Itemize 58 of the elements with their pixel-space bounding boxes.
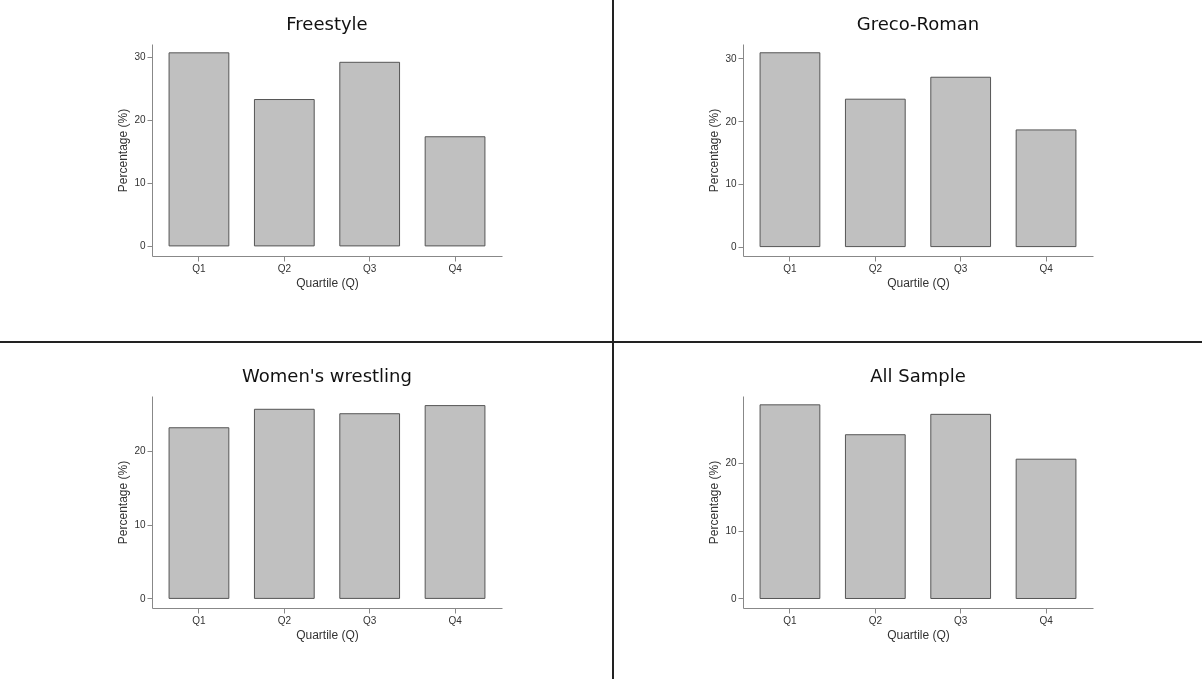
x-axis-title: Quartile (Q) xyxy=(296,275,359,290)
bar xyxy=(339,61,401,247)
y-axis-title: Percentage (%) xyxy=(707,108,722,193)
x-tick-label: Q2 xyxy=(868,614,883,626)
x-tick-label: Q1 xyxy=(783,262,798,274)
y-axis-title: Percentage (%) xyxy=(116,108,131,193)
x-tick-label: Q2 xyxy=(277,262,292,274)
chart-title: All Sample xyxy=(870,365,966,386)
x-tick-label: Q3 xyxy=(954,262,968,274)
x-tick-label: Q3 xyxy=(954,614,968,626)
y-axis-title: Percentage (%) xyxy=(116,460,131,545)
x-tick-label: Q2 xyxy=(277,614,292,626)
bar xyxy=(424,405,486,599)
bar xyxy=(168,52,230,247)
y-tick-label: 10 xyxy=(134,519,146,531)
y-tick-label: 20 xyxy=(725,457,737,469)
y-tick-label: 30 xyxy=(725,52,737,64)
y-tick-label: 0 xyxy=(139,240,146,252)
y-tick-label: 20 xyxy=(134,114,146,126)
y-tick-label: 10 xyxy=(134,177,146,189)
bar xyxy=(168,427,230,599)
y-tick-label: 10 xyxy=(725,525,737,537)
bar xyxy=(759,52,821,248)
y-tick-label: 0 xyxy=(730,592,737,604)
x-tick-label: Q1 xyxy=(783,614,798,626)
x-tick-label: Q4 xyxy=(1039,262,1054,274)
y-tick-label: 20 xyxy=(725,115,737,127)
bar xyxy=(253,408,315,599)
y-tick-label: 0 xyxy=(139,592,146,604)
x-tick-label: Q1 xyxy=(192,614,207,626)
x-tick-label: Q4 xyxy=(448,262,463,274)
bar xyxy=(930,413,992,599)
y-tick-label: 10 xyxy=(725,178,737,190)
x-tick-label: Q3 xyxy=(363,614,377,626)
bar xyxy=(339,413,401,599)
bar xyxy=(253,99,315,247)
chart-title: Women's wrestling xyxy=(242,365,412,386)
bar xyxy=(1015,458,1077,599)
bar xyxy=(930,76,992,248)
x-tick-label: Q4 xyxy=(1039,614,1054,626)
x-axis-title: Quartile (Q) xyxy=(887,275,950,290)
y-tick-label: 0 xyxy=(730,241,737,253)
x-tick-label: Q1 xyxy=(192,262,207,274)
bar xyxy=(1015,129,1077,248)
bar xyxy=(759,404,821,599)
bar xyxy=(844,434,906,599)
x-axis-title: Quartile (Q) xyxy=(887,627,950,642)
x-tick-label: Q3 xyxy=(363,262,377,274)
y-tick-label: 20 xyxy=(134,445,146,457)
chart-title: Greco-Roman xyxy=(856,13,980,34)
x-axis-title: Quartile (Q) xyxy=(296,627,359,642)
y-axis-title: Percentage (%) xyxy=(707,460,722,545)
bar xyxy=(424,136,486,247)
bar xyxy=(844,98,906,248)
chart-title: Freestyle xyxy=(286,13,368,34)
x-tick-label: Q4 xyxy=(448,614,463,626)
y-tick-label: 30 xyxy=(134,51,146,63)
x-tick-label: Q2 xyxy=(868,262,883,274)
